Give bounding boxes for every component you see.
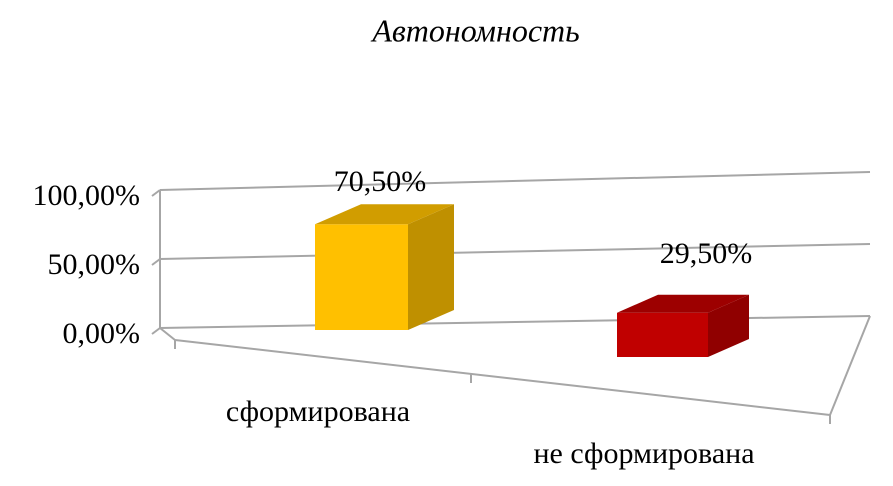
bar-front <box>617 312 708 357</box>
bar-side <box>408 204 454 330</box>
axis-tick <box>151 258 161 266</box>
value-label: 70,50% <box>334 165 427 198</box>
bar-top <box>315 204 454 225</box>
floor-left-edge <box>159 327 176 341</box>
y-tick-label: 0,00% <box>63 317 141 350</box>
y-tick-label: 100,00% <box>33 179 141 212</box>
axis-tick <box>151 327 161 335</box>
value-label: 29,50% <box>660 237 753 270</box>
axis-tick <box>151 189 161 197</box>
floor-front-edge <box>174 339 831 416</box>
x-tick-label: не сформирована <box>533 437 754 470</box>
x-tick-label: сформирована <box>226 395 410 428</box>
chart-title: Автономность <box>370 12 579 48</box>
grid-line <box>159 315 871 329</box>
bar-top <box>617 294 749 313</box>
floor-right-edge <box>829 315 871 416</box>
bar-side <box>708 294 749 357</box>
y-tick-label: 50,00% <box>48 248 141 281</box>
grid-line <box>159 171 871 191</box>
bar-front <box>315 224 408 330</box>
grid-line <box>159 243 871 260</box>
